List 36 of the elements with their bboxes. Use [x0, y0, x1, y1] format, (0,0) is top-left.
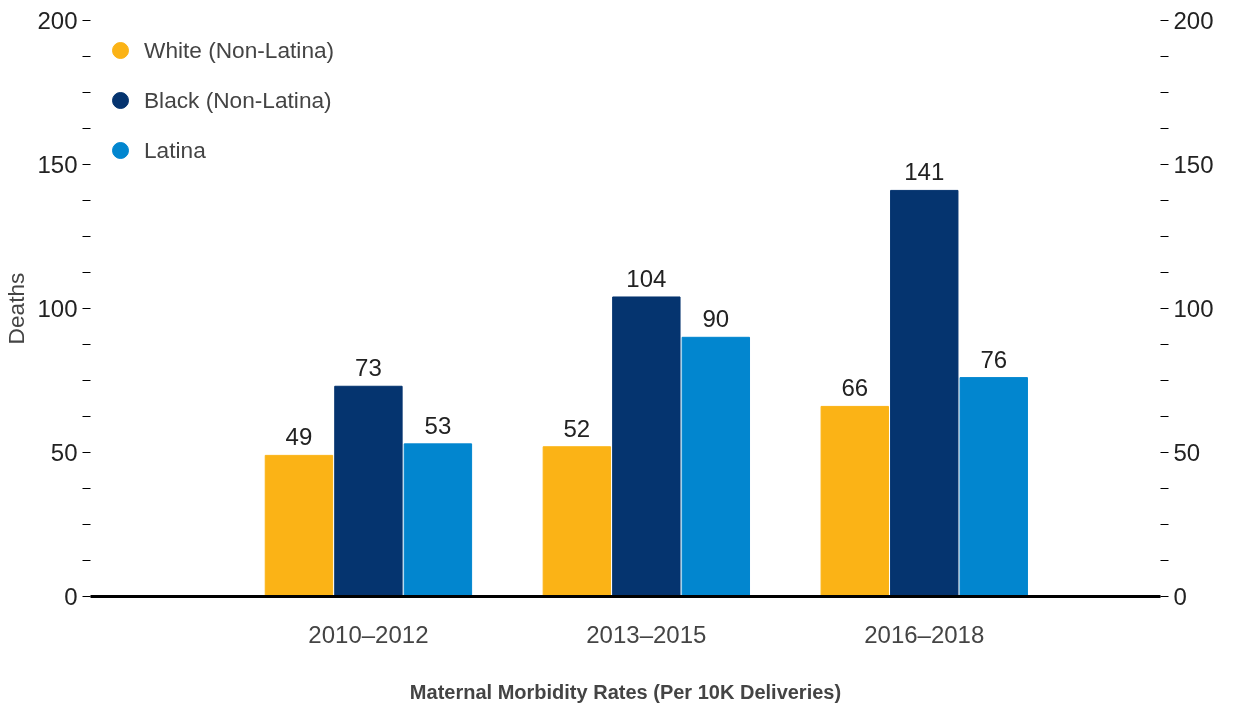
x-tick-label: 2010–2012	[308, 620, 429, 648]
y2-tick-label: 50	[1173, 439, 1201, 466]
y-tick-label: 100	[37, 295, 78, 322]
data-label: 141	[904, 158, 945, 186]
bar	[612, 296, 681, 597]
data-label: 52	[563, 414, 591, 442]
bar	[264, 454, 334, 597]
y2-tick-label: 100	[1173, 295, 1214, 322]
y-axis-title: Deaths	[3, 272, 30, 345]
bar	[681, 336, 751, 597]
data-label: 104	[626, 264, 667, 292]
y2-tick-label: 150	[1173, 151, 1214, 178]
legend-label: Black (Non-Latina)	[144, 85, 332, 115]
data-label: 53	[424, 411, 452, 439]
bar	[890, 189, 959, 597]
y-tick-label: 50	[50, 439, 78, 466]
bar	[542, 446, 612, 597]
bar	[403, 443, 473, 597]
bar	[820, 405, 889, 597]
legend-label: White (Non-Latina)	[144, 35, 335, 65]
data-label: 66	[841, 374, 869, 402]
data-label: 49	[285, 423, 313, 451]
data-label: 73	[355, 354, 382, 382]
x-tick-label: 2013–2015	[586, 620, 707, 648]
y-tick-label: 0	[64, 583, 78, 610]
data-label: 76	[980, 345, 1008, 373]
y-tick-label: 150	[37, 151, 78, 178]
x-tick-label: 2016–2018	[864, 620, 985, 648]
data-label: 90	[702, 305, 730, 333]
bar	[334, 385, 403, 597]
x-axis-title: Maternal Morbidity Rates (Per 10K Deliveries)	[409, 680, 842, 703]
y2-tick-label: 0	[1173, 583, 1187, 610]
y2-tick-label: 200	[1173, 7, 1214, 34]
legend-label: Latina	[144, 135, 206, 165]
y-tick-label: 200	[37, 7, 78, 34]
bar	[959, 377, 1028, 597]
